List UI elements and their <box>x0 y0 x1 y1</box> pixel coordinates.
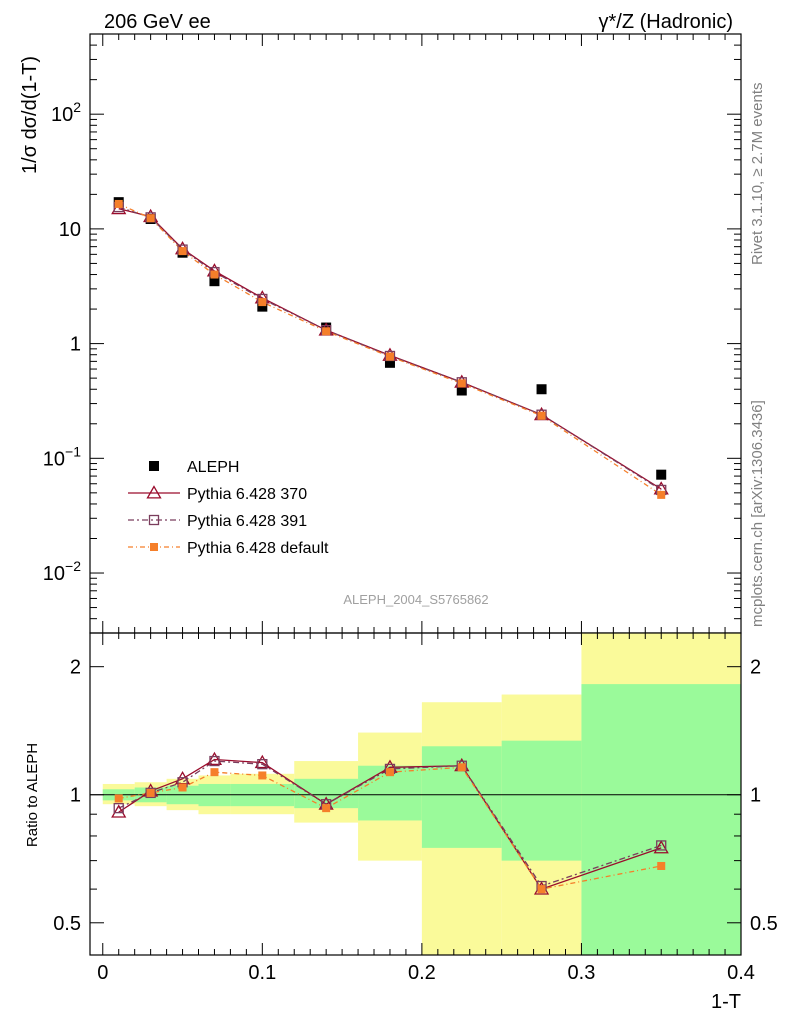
ratio-point <box>656 840 667 851</box>
legend-marker <box>146 485 162 499</box>
band-inner <box>581 684 741 955</box>
legend-marker <box>148 514 160 526</box>
ratio-point <box>206 751 223 766</box>
ratio-point <box>146 788 155 797</box>
ratio-y-tick-label: 0.5 <box>53 913 81 935</box>
ratio-point <box>111 804 127 818</box>
ratio-y-tick-label: 1 <box>70 785 81 807</box>
ratio-point <box>113 802 124 814</box>
ratio-point <box>178 783 187 792</box>
data-point <box>114 199 123 208</box>
data-point <box>385 352 394 361</box>
ratio-line <box>118 760 662 887</box>
y-tick-label: 10−2 <box>43 558 81 585</box>
header-process: γ*/Z (Hadronic) <box>599 11 733 33</box>
y-tick-label: 102 <box>51 99 81 126</box>
data-point <box>258 298 267 307</box>
band-inner <box>421 746 502 848</box>
series-line <box>118 203 662 496</box>
data-point <box>257 301 268 312</box>
data-point <box>384 357 395 368</box>
y-tick-label: 10 <box>59 219 81 241</box>
ratio-point <box>209 755 220 767</box>
ratio-point <box>258 771 267 780</box>
data-point <box>537 411 546 420</box>
data-point <box>536 384 547 395</box>
x-tick-label: 0.4 <box>727 962 755 984</box>
data-point <box>456 385 467 396</box>
ratio-point <box>257 759 268 770</box>
ratio-y-tick-label: 2 <box>70 657 81 679</box>
series-line <box>118 206 662 491</box>
ratio-point <box>210 768 219 777</box>
main-y-axis-label: 1/σ dσ/d(1-T) <box>19 56 41 174</box>
ratio-point <box>457 763 466 772</box>
data-point <box>656 469 667 480</box>
ratio-point <box>385 768 394 777</box>
ratio-point <box>322 804 331 813</box>
series-line <box>118 208 662 490</box>
main-panel: 10−2 10−1 1 10 102 ALEPH Pythia 6.428 370 Pythi… <box>43 33 742 634</box>
x-axis-label: 1-T <box>711 991 741 1013</box>
ratio-panel: 0 0.1 0.2 0.3 0.4 0.5 0.5 1 1 2 2 <box>53 632 778 984</box>
ratio-point <box>114 794 123 803</box>
ratio-point <box>653 840 669 854</box>
ratio-y-tick-label-right: 2 <box>750 657 761 679</box>
data-point <box>322 327 331 336</box>
side-label-mcplots: mcplots.cern.ch [arXiv:1306.3436] <box>749 400 766 627</box>
ratio-point <box>145 787 156 799</box>
band-inner <box>294 778 359 809</box>
x-tick-label: 0 <box>97 962 108 984</box>
band-inner <box>501 740 582 861</box>
y-tick-label: 10−1 <box>43 443 81 470</box>
ratio-line <box>118 758 662 890</box>
ratio-point <box>657 861 666 870</box>
data-point <box>209 276 220 287</box>
ratio-point <box>537 885 546 894</box>
legend-label: Pythia 6.428 370 <box>187 486 307 503</box>
ratio-y-tick-label-right: 0.5 <box>750 913 778 935</box>
y-tick-label: 1 <box>70 334 81 356</box>
ratio-line <box>118 766 662 890</box>
side-label-rivet: Rivet 3.1.10, ≥ 2.7M events <box>749 83 766 266</box>
legend: ALEPH Pythia 6.428 370 Pythia 6.428 391 Pyt… <box>128 459 329 557</box>
data-point <box>657 490 666 499</box>
ratio-y-tick-label-right: 1 <box>750 785 761 807</box>
data-point <box>178 247 187 256</box>
ratio-frame <box>89 632 742 956</box>
legend-marker <box>149 461 159 471</box>
data-point <box>210 270 219 279</box>
data-point <box>457 379 466 388</box>
x-tick-label: 0.1 <box>248 962 276 984</box>
analysis-watermark: ALEPH_2004_S5765862 <box>343 592 488 607</box>
data-point <box>146 214 155 223</box>
legend-marker <box>150 543 158 551</box>
x-tick-label: 0.2 <box>408 962 436 984</box>
x-tick-label: 0.3 <box>568 962 596 984</box>
legend-label: Pythia 6.428 391 <box>187 513 307 530</box>
legend-label: Pythia 6.428 default <box>187 540 329 557</box>
header-energy: 206 GeV ee <box>104 11 211 33</box>
ratio-point <box>254 754 270 769</box>
legend-label: ALEPH <box>187 459 239 476</box>
ratio-y-axis-label: Ratio to ALEPH <box>24 743 41 847</box>
